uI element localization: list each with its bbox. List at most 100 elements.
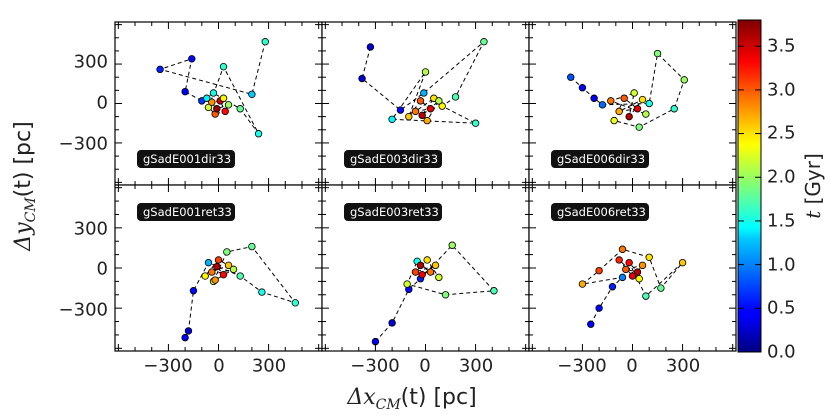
- data-point: [635, 275, 643, 283]
- panel-ticks: [115, 185, 322, 351]
- colorbar-tick-label: 3.5: [767, 36, 796, 57]
- data-point: [416, 261, 425, 270]
- data-point: [418, 111, 426, 120]
- data-point: [471, 119, 480, 127]
- x-tick-label: 300: [252, 356, 286, 377]
- data-point: [657, 284, 665, 292]
- data-point: [578, 280, 587, 288]
- data-point: [209, 89, 218, 97]
- panel-ticks: [322, 22, 529, 185]
- data-point: [221, 107, 229, 116]
- data-point: [248, 242, 256, 251]
- data-point: [595, 266, 603, 275]
- panel: gSadE003dir33: [321, 21, 530, 186]
- data-point: [213, 262, 221, 271]
- data-point: [438, 102, 446, 110]
- panel-frame: [528, 184, 737, 352]
- colorbar-tick-label: 1.0: [767, 255, 796, 276]
- data-point: [423, 116, 431, 125]
- panel-label: gSadE003dir33: [344, 150, 442, 168]
- y-axis-label-math: Δy: [11, 222, 36, 252]
- x-tick-label: −300: [143, 356, 192, 377]
- data-point: [229, 265, 238, 274]
- panel-label-text: gSadE006ret33: [557, 205, 646, 219]
- panel-label-background: [344, 203, 442, 221]
- data-point: [184, 327, 193, 335]
- data-point: [426, 105, 435, 113]
- data-point: [213, 105, 221, 113]
- data-point: [254, 130, 263, 138]
- data-point: [638, 261, 647, 270]
- data-point: [156, 65, 164, 74]
- data-point: [615, 107, 623, 116]
- data-point: [416, 97, 425, 105]
- x-tick-label: 0: [419, 356, 430, 377]
- data-point: [578, 84, 587, 92]
- panel-ticks: [322, 185, 529, 351]
- data-point: [388, 115, 396, 123]
- x-tick-label: 300: [459, 356, 493, 377]
- data-point: [670, 105, 678, 113]
- data-point: [405, 112, 413, 121]
- data-point: [620, 94, 628, 102]
- data-point: [208, 268, 216, 276]
- panel: gSadE001dir33: [114, 21, 323, 186]
- data-point: [258, 288, 266, 296]
- panel-label-background: [551, 150, 649, 168]
- colorbar-tick-label: 1.5: [767, 211, 796, 232]
- panel: gSadE006ret33: [528, 184, 737, 352]
- data-point: [607, 97, 615, 105]
- panel-label: gSadE001ret33: [137, 203, 235, 221]
- panel-label-background: [344, 150, 442, 168]
- panel-ticks: [529, 185, 736, 351]
- panel-data: [578, 245, 687, 328]
- panel-label-text: gSadE006dir33: [557, 152, 645, 166]
- data-point: [219, 270, 228, 279]
- data-point: [490, 287, 498, 295]
- data-point: [633, 268, 642, 276]
- y-axis-label-sub: CM: [23, 197, 39, 223]
- y-tick-label: 300: [74, 52, 108, 73]
- colorbar-tick-label: 0.0: [767, 342, 796, 363]
- y-tick-labels: 300 0 −300 300 0 −300: [59, 52, 108, 321]
- panel-ticks: [115, 22, 322, 185]
- data-point: [638, 95, 647, 104]
- colorbar: [737, 19, 762, 353]
- panel-label-text: gSadE003dir33: [350, 152, 438, 166]
- data-point: [618, 245, 627, 253]
- data-point: [423, 256, 431, 264]
- data-point: [223, 248, 231, 256]
- panel-label: gSadE003ret33: [344, 203, 442, 221]
- data-point: [236, 105, 244, 113]
- data-point: [219, 94, 228, 102]
- data-point: [590, 94, 598, 102]
- data-point: [622, 265, 630, 274]
- data-point: [181, 87, 189, 96]
- y-tick-label: −300: [59, 300, 108, 321]
- y-tick-label: 0: [97, 259, 108, 280]
- x-axis-label-sub: CM: [376, 397, 402, 413]
- panel-data: [567, 49, 688, 131]
- panel-data: [156, 38, 269, 138]
- data-point: [224, 101, 233, 109]
- data-point: [366, 43, 375, 51]
- data-point: [448, 241, 456, 249]
- data-point: [214, 256, 223, 264]
- data-point: [204, 258, 213, 267]
- panel-label-background: [551, 203, 649, 221]
- data-point: [208, 98, 216, 106]
- panel-label-text: gSadE001dir33: [143, 152, 231, 166]
- data-point: [678, 258, 687, 267]
- data-point: [435, 273, 443, 282]
- x-axis-label: ΔxCM(t) [pc]: [346, 385, 476, 413]
- data-point: [291, 299, 299, 307]
- data-point: [261, 38, 269, 46]
- panel-label-background: [137, 150, 235, 168]
- colorbar-label-math: t: [801, 210, 825, 219]
- panel-label: gSadE006ret33: [551, 203, 649, 221]
- data-point: [633, 105, 642, 113]
- data-point: [435, 97, 443, 105]
- colorbar-label: t [Gyr]: [801, 153, 825, 219]
- colorbar-tick-labels: 0.0 0.5 1.0 1.5 2.0 2.5 3.0 3.5: [767, 36, 796, 363]
- data-point: [610, 116, 618, 125]
